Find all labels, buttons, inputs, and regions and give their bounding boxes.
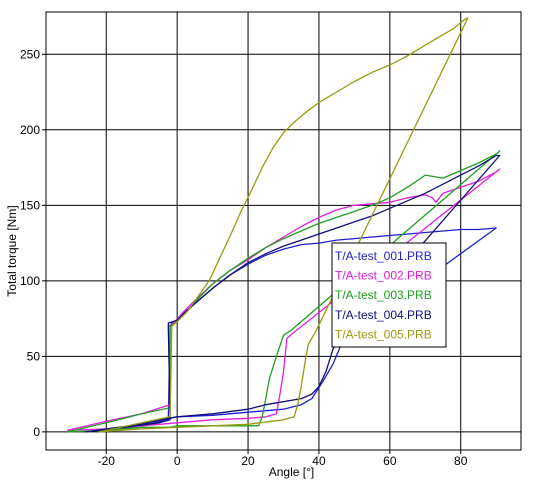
legend: T/A-test_001.PRB T/A-test_002.PRB T/A-test… bbox=[331, 242, 447, 348]
y-tick-label: 50 bbox=[27, 349, 41, 363]
series-line-1 bbox=[120, 227, 497, 430]
y-tick-label: 0 bbox=[33, 425, 40, 439]
axes-layer: -20 0 20 40 60 80 0 50 100 150 200 250 Angle [°] Tota… bbox=[5, 11, 522, 479]
legend-entry-5: T/A-test_005.PRB bbox=[335, 327, 432, 341]
x-tick-label: 80 bbox=[454, 454, 468, 468]
legend-entry-4: T/A-test_004.PRB bbox=[335, 308, 432, 322]
x-tick-label: 40 bbox=[312, 454, 326, 468]
x-tick-label: 0 bbox=[174, 454, 181, 468]
series-line-3 bbox=[67, 150, 501, 433]
y-tick-label: 250 bbox=[20, 47, 40, 61]
legend-entry-2: T/A-test_002.PRB bbox=[335, 269, 432, 283]
y-tick-label: 100 bbox=[20, 274, 40, 288]
y-tick-label: 200 bbox=[20, 123, 40, 137]
x-axis-label: Angle [°] bbox=[269, 465, 315, 479]
x-tick-label: 20 bbox=[241, 454, 255, 468]
x-tick-label: -20 bbox=[98, 454, 116, 468]
legend-entry-3: T/A-test_003.PRB bbox=[335, 288, 432, 302]
y-axis-label: Total torque [Nm] bbox=[5, 205, 19, 296]
series-layer bbox=[67, 17, 501, 433]
series-line-5 bbox=[99, 17, 469, 433]
plot-frame bbox=[45, 11, 522, 451]
y-tick-label: 150 bbox=[20, 198, 40, 212]
series-line-4 bbox=[84, 154, 501, 433]
legend-entry-1: T/A-test_001.PRB bbox=[335, 249, 432, 263]
x-tick-label: 60 bbox=[383, 454, 397, 468]
legend-box bbox=[331, 242, 447, 348]
